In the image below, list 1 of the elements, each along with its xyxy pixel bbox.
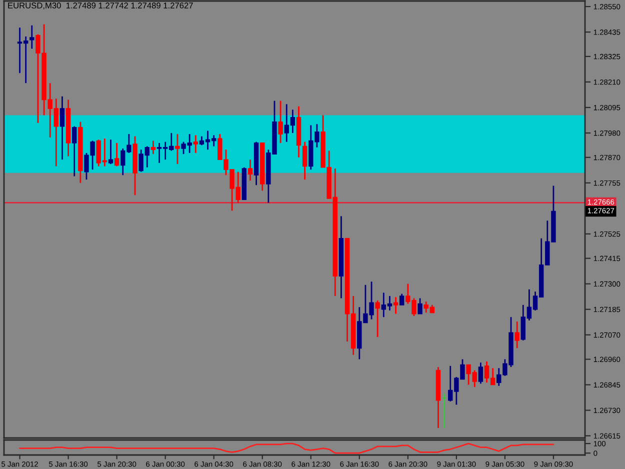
chart-title: EURUSD,M30 1.27489 1.27742 1.27489 1.27627	[8, 2, 193, 10]
